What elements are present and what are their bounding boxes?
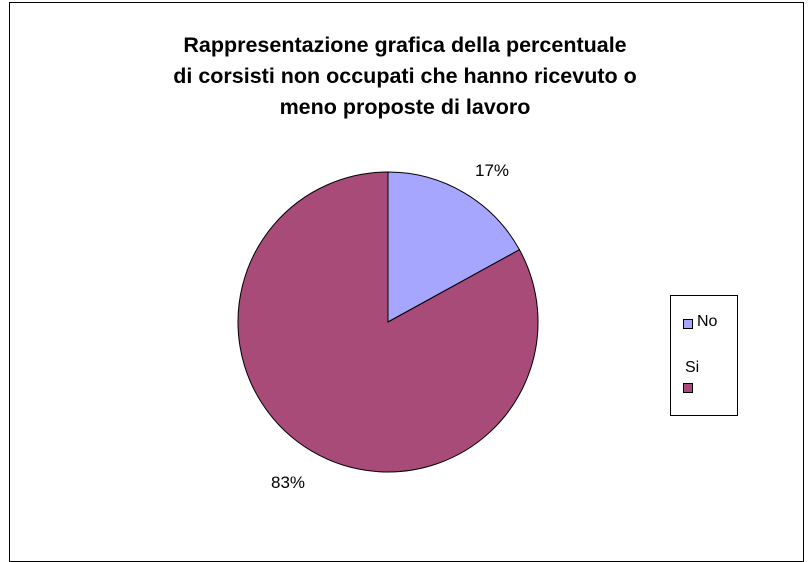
chart-title-line-3: meno proposte di lavoro: [279, 95, 531, 119]
pie-chart: 17% 83%: [237, 161, 539, 492]
chart-title: Rappresentazione grafica della percentua…: [0, 30, 810, 123]
chart-title-line-2: di corsisti non occupati che hanno ricev…: [173, 64, 637, 88]
data-label-si: 83%: [271, 473, 305, 492]
pie-slice-no: [387, 171, 521, 323]
pie-slice-si: [237, 171, 539, 473]
legend-swatch-no: [683, 319, 693, 329]
legend-label-si: Si: [685, 359, 700, 376]
legend-label-no: No: [697, 313, 718, 330]
chart-title-line-1: Rappresentazione grafica della percentua…: [183, 33, 627, 57]
data-label-no: 17%: [475, 161, 509, 180]
chart-legend: No Si: [670, 295, 738, 416]
legend-swatch-si: [683, 383, 693, 393]
